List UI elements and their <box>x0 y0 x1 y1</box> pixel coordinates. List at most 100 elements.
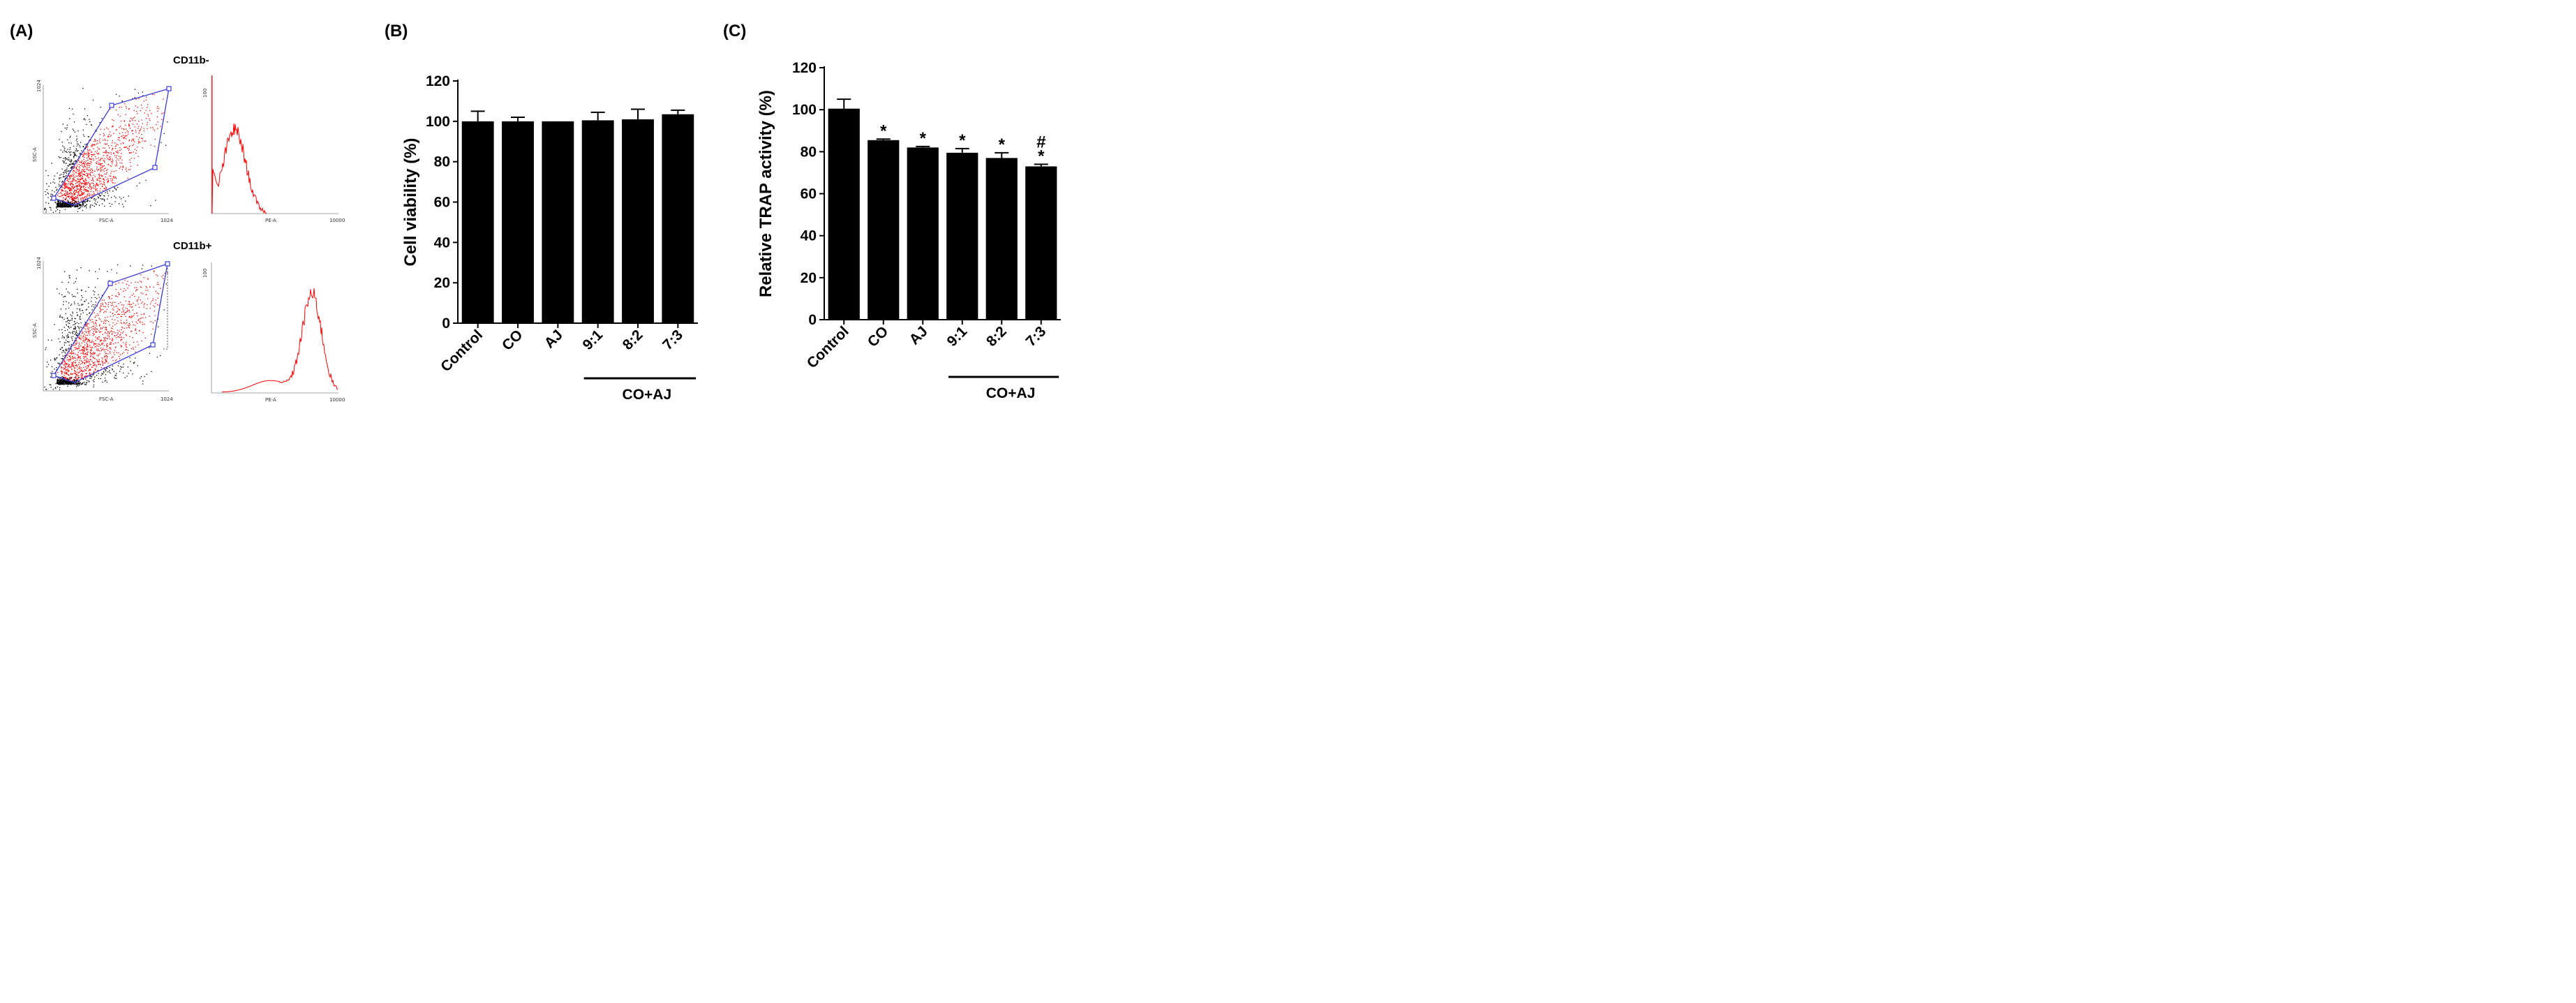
event-dot <box>131 348 133 350</box>
event-dot <box>94 317 96 318</box>
event-dot <box>75 343 77 346</box>
event-dot <box>87 160 89 161</box>
event-dot <box>58 382 60 384</box>
event-dot <box>145 99 147 101</box>
event-dot <box>76 202 77 203</box>
event-dot <box>66 348 68 350</box>
event-dot <box>91 179 92 181</box>
y-tick-label: 20 <box>801 270 817 286</box>
event-dot <box>80 199 82 200</box>
event-dot <box>65 203 67 205</box>
event-dot <box>122 132 124 133</box>
event-dot <box>68 365 70 366</box>
event-dot <box>68 157 70 158</box>
event-dot <box>65 205 66 207</box>
event-dot <box>84 359 86 361</box>
event-dot <box>68 379 69 380</box>
event-dot <box>100 178 101 179</box>
event-dot <box>75 175 77 177</box>
event-dot <box>89 206 91 207</box>
event-dot <box>99 332 100 333</box>
event-dot <box>119 115 121 117</box>
event-dot <box>85 378 87 380</box>
event-dot <box>60 380 62 382</box>
event-dot <box>80 174 82 176</box>
event-dot <box>66 170 68 172</box>
event-dot <box>154 145 156 147</box>
event-dot <box>151 94 153 95</box>
event-dot <box>103 322 105 325</box>
event-dot <box>133 348 135 350</box>
event-dot <box>62 357 64 359</box>
event-dot <box>45 202 47 203</box>
event-dot <box>71 350 73 352</box>
event-dot <box>80 205 81 206</box>
event-dot <box>73 161 75 163</box>
event-dot <box>88 306 89 308</box>
event-dot <box>141 133 142 135</box>
event-dot <box>68 359 69 361</box>
event-dot <box>64 193 66 195</box>
event-dot <box>111 342 112 343</box>
event-dot <box>141 302 142 304</box>
event-dot <box>139 137 140 138</box>
event-dot <box>73 198 75 200</box>
event-dot <box>74 170 75 172</box>
event-dot <box>61 205 62 206</box>
event-dot <box>73 145 75 147</box>
event-dot <box>73 184 74 186</box>
event-dot <box>160 355 161 357</box>
event-dot <box>75 192 76 193</box>
event-dot <box>84 357 85 358</box>
event-dot <box>115 170 117 172</box>
event-dot <box>155 302 156 304</box>
event-dot <box>115 289 117 290</box>
event-dot <box>95 340 96 341</box>
event-dot <box>142 380 144 382</box>
event-dot <box>86 147 87 148</box>
event-dot <box>129 311 131 313</box>
panel-label-b: (B) <box>385 22 408 40</box>
event-dot <box>79 172 80 174</box>
event-dot <box>73 170 75 171</box>
event-dot <box>105 186 107 188</box>
event-dot <box>70 377 73 378</box>
event-dot <box>152 322 154 324</box>
event-dot <box>82 350 84 352</box>
event-dot <box>64 188 66 189</box>
event-dot <box>81 150 82 151</box>
event-dot <box>92 366 94 368</box>
event-dot <box>70 191 71 193</box>
event-dot <box>100 339 101 341</box>
event-dot <box>70 142 72 144</box>
event-dot <box>75 353 76 355</box>
event-dot <box>47 202 50 204</box>
event-dot <box>70 184 71 186</box>
event-dot <box>62 382 64 384</box>
flow-panel: CD11b- CD11b+ FSC-A SSC-A 1024 1024 PE-A… <box>32 54 345 403</box>
event-dot <box>90 356 91 357</box>
event-dot <box>80 367 82 369</box>
event-dot <box>98 343 100 345</box>
event-dot <box>100 367 103 369</box>
event-dot <box>133 140 134 142</box>
event-dot <box>87 191 89 193</box>
event-dot <box>86 124 87 125</box>
event-dot <box>110 159 111 161</box>
event-dot <box>81 191 82 192</box>
event-dot <box>96 364 97 366</box>
bar <box>828 108 860 320</box>
event-dot <box>75 155 76 156</box>
event-dot <box>63 380 65 381</box>
event-dot <box>84 119 86 121</box>
event-dot <box>156 283 158 285</box>
event-dot <box>61 373 63 375</box>
event-dot <box>129 145 131 147</box>
event-dot <box>93 327 94 329</box>
event-dot <box>79 166 80 168</box>
event-dot <box>129 152 131 154</box>
event-dot <box>69 204 71 205</box>
event-dot <box>128 301 130 302</box>
hist-bottom-y-max: 100 <box>202 269 208 278</box>
